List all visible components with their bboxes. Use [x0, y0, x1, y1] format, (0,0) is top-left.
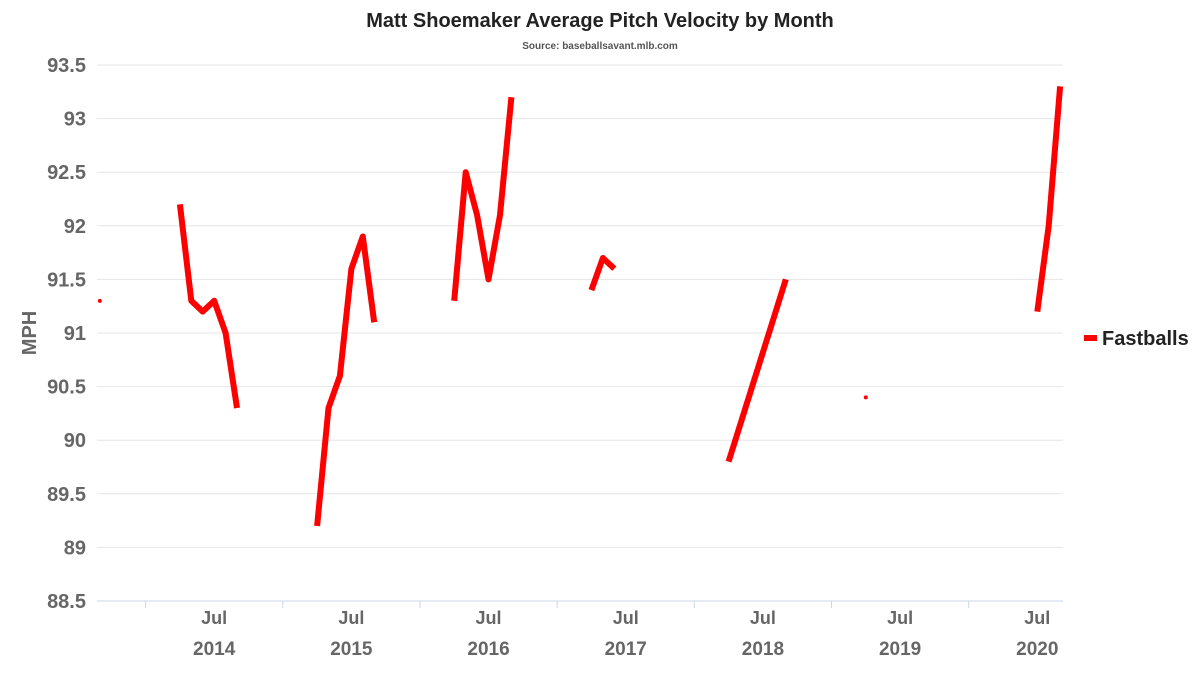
- y-tick-label: 89.5: [47, 484, 86, 506]
- series-line-segment[interactable]: [1034, 86, 1064, 312]
- y-tick-label: 92: [64, 216, 86, 238]
- x-tick-month-label: Jul: [476, 608, 502, 628]
- x-tick-year-label: 2016: [467, 639, 509, 660]
- series-line-segment[interactable]: [451, 96, 515, 302]
- series-line-segment[interactable]: [588, 255, 617, 292]
- series-line-segment[interactable]: [314, 233, 378, 527]
- x-tick-year-label: 2014: [193, 639, 236, 660]
- legend-label: Fastballs: [1102, 328, 1189, 350]
- y-tick-label: 90: [64, 430, 86, 452]
- y-tick-label: 92.5: [47, 162, 86, 184]
- x-tick-year-label: 2018: [742, 639, 784, 660]
- legend[interactable]: Fastballs: [1084, 328, 1189, 350]
- x-tick-year-label: 2017: [605, 639, 647, 660]
- y-axis-ticks: 88.5 89 89.5 90 90.5 91 91.5 92 92.5 93 93.5: [47, 55, 86, 613]
- y-tick-label: 89: [64, 537, 86, 559]
- x-tick-year-label: 2015: [330, 639, 373, 660]
- x-axis: Jul 2014 Jul 2015 Jul 2016 Jul 2017 Jul 2018 Jul 20…: [97, 600, 1063, 660]
- data-point[interactable]: [97, 298, 102, 303]
- chart-title: Matt Shoemaker Average Pitch Velocity by…: [366, 10, 834, 32]
- y-tick-label: 93.5: [47, 55, 86, 77]
- x-tick-month-label: Jul: [887, 608, 913, 628]
- y-tick-label: 91: [64, 323, 86, 345]
- data-point[interactable]: [863, 395, 868, 400]
- x-tick-year-label: 2020: [1016, 639, 1058, 660]
- grid-lines: [97, 64, 1063, 548]
- y-tick-label: 88.5: [47, 591, 86, 613]
- y-axis-label: MPH: [19, 311, 41, 355]
- series-line-segment[interactable]: [725, 278, 789, 463]
- x-tick-month-label: Jul: [613, 608, 639, 628]
- chart-subtitle: Source: baseballsavant.mlb.com: [522, 41, 678, 52]
- y-tick-label: 93: [64, 109, 86, 131]
- x-tick-month-label: Jul: [338, 608, 364, 628]
- x-tick-month-label: Jul: [1024, 608, 1050, 628]
- y-tick-label: 91.5: [47, 269, 86, 291]
- series-line-segment[interactable]: [176, 204, 240, 409]
- y-tick-label: 90.5: [47, 377, 86, 399]
- plot-area: [97, 86, 1064, 527]
- x-tick-year-label: 2019: [879, 639, 921, 660]
- x-tick-month-label: Jul: [750, 608, 776, 628]
- x-tick-month-label: Jul: [201, 608, 227, 628]
